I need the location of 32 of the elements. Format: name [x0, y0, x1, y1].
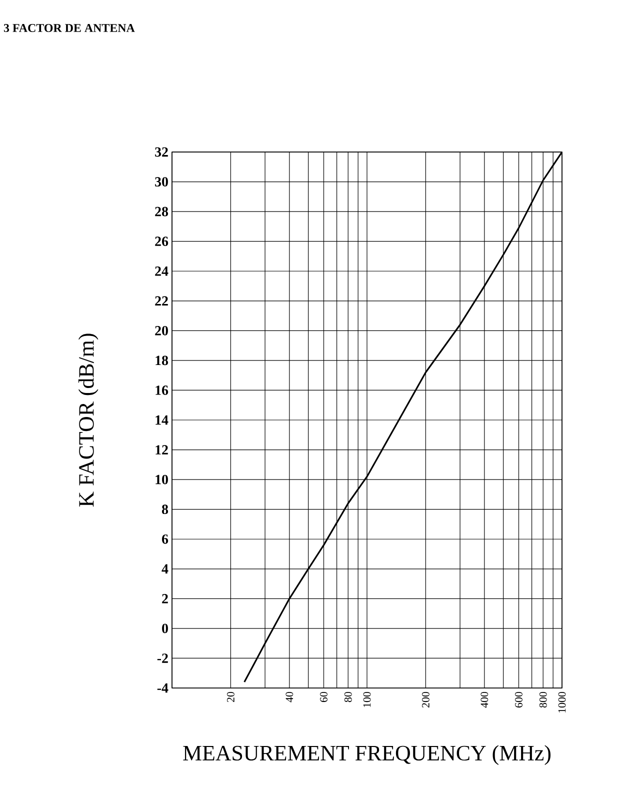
y-tick-label: 4	[162, 564, 168, 574]
y-tick-label: 0	[162, 624, 168, 634]
y-tick-label: 32	[155, 147, 168, 157]
y-tick-label: 10	[156, 474, 168, 484]
x-axis-title: MEASUREMENT FREQUENCY (MHz)	[183, 745, 550, 766]
y-tick-label: 16	[156, 386, 168, 395]
text: 3 FACTOR DE ANTENA	[4, 24, 135, 32]
y-tick-label: 26	[155, 236, 168, 246]
y-tick-label: 28	[155, 206, 168, 216]
y-tick-label: 20	[155, 326, 168, 336]
x-tick-label: 400	[480, 692, 488, 708]
x-tick-label: 200	[422, 692, 430, 708]
y-tick-label: 24	[155, 266, 168, 276]
x-tick-label: 40	[286, 692, 294, 702]
x-tick-label: 80	[344, 692, 352, 702]
y-tick-label: 2	[162, 594, 168, 604]
y-tick-label: -2	[157, 654, 168, 663]
y-tick-label: 30	[155, 177, 168, 186]
y-tick-label: 12	[156, 445, 168, 454]
y-tick-label: 8	[162, 504, 168, 514]
x-tick-label: 800	[539, 692, 547, 708]
y-tick-label: 22	[155, 296, 168, 306]
x-tick-label: 100	[363, 692, 371, 707]
x-tick-label: 60	[320, 692, 328, 702]
x-tick-label: 600	[515, 692, 522, 708]
x-tick-label: 1000	[558, 692, 566, 712]
x-tick-label: 20	[227, 692, 234, 702]
y-axis-title: K FACTOR (dB/m)	[78, 334, 98, 507]
y-tick-label: 6	[162, 534, 168, 544]
y-tick-label: 14	[156, 415, 168, 425]
y-tick-label: -4	[157, 683, 168, 693]
y-tick-label: 18	[156, 356, 168, 366]
